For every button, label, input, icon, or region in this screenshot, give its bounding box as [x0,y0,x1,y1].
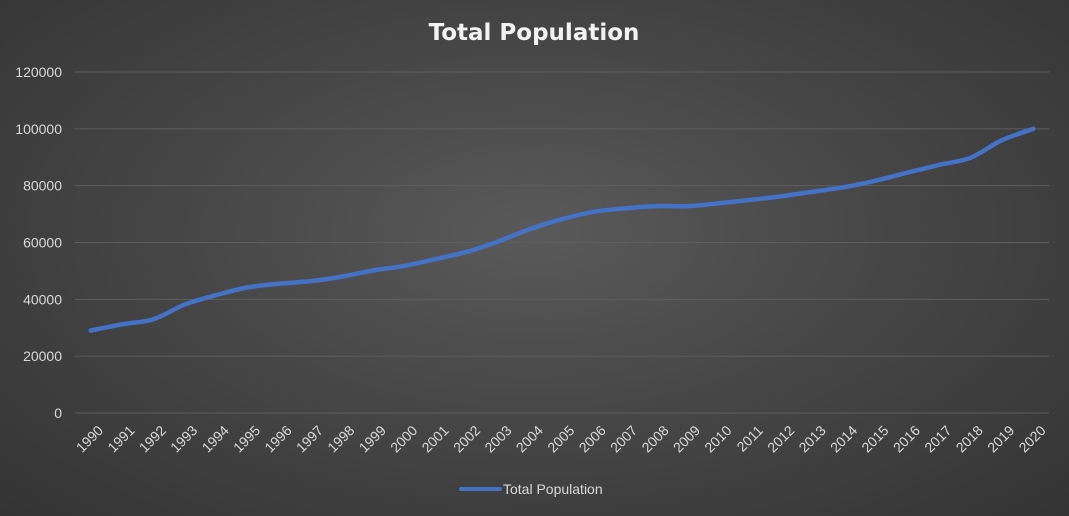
data-point [842,184,847,190]
data-point [214,292,219,298]
x-tick-label: 2003 [481,422,514,455]
x-tick-label: 1994 [199,422,232,455]
x-tick-label: 1990 [73,422,106,455]
x-tick-label: 1992 [136,422,169,455]
x-tick-label: 2010 [701,422,734,455]
data-point [151,317,156,322]
data-point [779,193,785,199]
x-tick-label: 2019 [984,422,1017,455]
x-tick-label: 2002 [450,422,483,455]
data-point [999,138,1005,143]
data-point [88,328,93,333]
y-tick-label: 60000 [23,235,62,251]
x-tick-label: 1996 [261,422,294,455]
y-tick-label: 40000 [23,291,62,307]
x-tick-label: 2012 [764,422,797,455]
data-point [371,268,376,273]
x-tick-label: 2018 [953,422,986,455]
data-point [748,197,753,203]
data-point [245,285,251,290]
data-point [308,278,313,284]
y-tick-label: 120000 [15,64,62,80]
y-tick-label: 80000 [23,178,62,194]
y-tick-label: 100000 [15,121,62,137]
data-point [496,238,502,244]
x-tick-label: 2016 [890,422,923,455]
x-tick-label: 2013 [795,422,828,455]
x-axis-tick-labels: 1990199119921993199419951996199719981999… [73,422,1049,455]
series-layer [88,126,1036,333]
x-tick-label: 2007 [607,422,640,455]
data-point [873,178,879,183]
data-point [339,274,345,279]
data-point [591,209,596,215]
data-point [811,189,816,194]
x-tick-label: 2004 [513,422,546,455]
data-point [119,322,125,327]
data-point [905,170,910,175]
data-point [182,302,188,307]
x-tick-label: 1995 [230,422,263,455]
data-point [685,203,690,209]
chart-title: Total Population [429,20,640,46]
x-tick-label: 1993 [167,422,200,455]
legend-label: Total Population [503,481,603,497]
y-tick-label: 0 [54,405,62,421]
y-axis-tick-labels: 0 20000 40000 60000 80000 100000 120000 [15,64,62,421]
data-point [936,162,942,168]
data-point [402,263,408,269]
x-tick-label: 2015 [858,422,891,455]
y-tick-label: 20000 [23,348,62,364]
x-tick-label: 2001 [418,422,451,455]
x-tick-label: 1997 [293,422,326,455]
data-point [465,249,470,254]
data-point [434,256,439,262]
data-point [528,226,533,232]
data-point [654,203,659,209]
x-tick-label: 2011 [733,422,766,455]
x-tick-label: 2009 [670,422,703,455]
x-tick-label: 2017 [921,422,954,455]
data-point [277,281,282,286]
x-tick-label: 2000 [387,422,420,455]
legend: Total Population [459,481,603,497]
gridlines [75,71,1049,414]
data-point [968,155,973,161]
x-tick-label: 1999 [356,422,389,455]
x-tick-label: 1991 [104,422,137,455]
data-point [716,201,722,206]
series-line-0 [88,126,1036,333]
x-tick-label: 2020 [1015,422,1048,455]
data-point [622,206,628,211]
x-tick-label: 2008 [638,422,671,455]
x-tick-label: 1998 [324,422,357,455]
data-point [559,216,565,222]
x-tick-label: 2014 [827,422,860,455]
x-tick-label: 2005 [544,422,577,455]
data-point [1031,126,1036,132]
x-tick-label: 2006 [576,422,609,455]
